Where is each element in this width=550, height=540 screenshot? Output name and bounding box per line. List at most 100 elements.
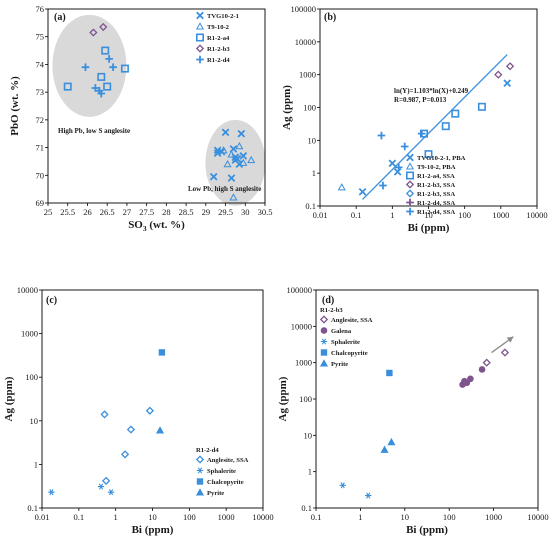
y-tick-label: 1	[312, 168, 316, 178]
legend-label: R1-2-a4	[207, 35, 230, 42]
x-tick-label: 30	[241, 207, 250, 217]
legend-marker	[195, 488, 205, 496]
x-tick-label: 10	[148, 512, 157, 522]
legend-label: R1-2-b3	[207, 46, 230, 53]
x-tick-label: 10000	[527, 512, 548, 522]
data-point	[467, 375, 474, 383]
plot-frame	[47, 8, 266, 204]
legend-label: TVG10-2-1	[207, 13, 239, 20]
x-tick-label: 29.5	[218, 207, 233, 217]
y-tick-label: 1	[34, 459, 38, 469]
x-tick-label: 0.01	[35, 512, 50, 522]
panel-label: (a)	[54, 12, 66, 23]
data-point	[126, 425, 136, 434]
legend-marker	[405, 189, 415, 198]
y-axis-label: PbO (wt. %)	[9, 76, 21, 136]
x-tick-label: 0.1	[311, 512, 322, 522]
legend-label: R1-2-d4, SSA	[417, 200, 455, 207]
y-tick-label: 69	[36, 198, 45, 208]
annotation-low-pb: Low Pb, high S anglesite	[188, 185, 261, 193]
y-tick-label: 75	[36, 32, 45, 42]
data-point	[505, 62, 515, 71]
data-point	[237, 129, 246, 138]
legend-marker	[406, 153, 414, 162]
x-tick-label: 1000	[218, 512, 235, 522]
data-point	[417, 129, 426, 138]
data-point	[477, 102, 486, 111]
y-tick-label: 100	[299, 394, 312, 404]
legend-label: R1-2-a4, SSA	[417, 173, 455, 180]
legend-label: R1-2-b3, SSA	[417, 191, 455, 198]
data-point	[339, 482, 346, 489]
y-tick-label: 10	[304, 430, 313, 440]
y-tick-label: 0.1	[301, 503, 312, 513]
data-point	[365, 492, 372, 499]
annotation-high-pb: High Pb, low S anglesite	[58, 127, 130, 135]
data-point	[99, 22, 108, 32]
data-point	[97, 72, 106, 81]
legend-title: R1-2-d4	[196, 447, 219, 454]
data-point	[400, 142, 409, 151]
x-tick-label: 0.01	[313, 210, 328, 220]
data-point	[494, 70, 503, 79]
legend-label: TVG10-2-1, PBA	[417, 155, 466, 162]
legend-marker	[195, 22, 205, 30]
legend: R1-2-d4 Anglesite, SSA Sphalerite Chalcopyr…	[195, 447, 249, 497]
data-point	[97, 483, 105, 490]
legend-label: R1-2-d4	[207, 57, 230, 64]
legend-label: Pyrite	[331, 361, 348, 368]
legend-marker	[196, 478, 204, 485]
legend: R1-2-b3 Anglesite, SSA Galena Sphalerite Cha…	[319, 307, 373, 368]
y-tick-label: 100	[25, 372, 38, 382]
data-point	[239, 152, 248, 160]
data-point	[478, 366, 486, 373]
y-tick-label: 100	[303, 103, 316, 113]
data-point	[158, 349, 166, 356]
y-tick-label: 71	[36, 143, 45, 153]
y-tick-label: 73	[36, 87, 45, 97]
legend: TVG10-2-1, PBA T9-10-2, PBA R1-2-a4, SSA R1…	[405, 153, 466, 216]
data-point	[227, 174, 236, 182]
y-tick-label: 1	[308, 467, 312, 477]
data-point	[221, 128, 230, 137]
legend-label: Chalcopyrite	[331, 350, 368, 357]
x-axis-label: Bi (ppm)	[132, 524, 174, 536]
y-tick-label: 100000	[291, 4, 317, 14]
x-tick-label: 29	[202, 207, 211, 217]
data-point	[337, 183, 346, 191]
legend-marker	[196, 55, 204, 64]
legend-marker	[320, 349, 328, 356]
panel-label: (c)	[46, 295, 57, 306]
data-point	[451, 109, 460, 118]
y-tick-label: 10000	[295, 37, 316, 47]
data-point	[377, 131, 386, 140]
data-point	[209, 172, 218, 181]
legend-label: R1-2-b3, SSA	[417, 182, 455, 189]
legend-marker	[406, 198, 414, 207]
panel-label: (b)	[324, 12, 336, 23]
x-axis-label: SO3 (wt. %)	[128, 219, 185, 233]
y-axis-label: Ag (ppm)	[3, 376, 15, 421]
legend-marker	[319, 315, 329, 324]
data-point	[227, 150, 236, 158]
legend-marker	[195, 44, 205, 53]
legend-title: R1-2-b3	[320, 307, 343, 314]
data-point	[229, 193, 238, 201]
y-tick-label: 1000	[295, 358, 312, 368]
data-point	[97, 89, 106, 98]
y-tick-label: 10	[308, 135, 317, 145]
y-tick-label: 1000	[21, 329, 38, 339]
x-tick-label: 25.5	[60, 207, 75, 217]
y-tick-label: 72	[36, 115, 45, 125]
trend-arrow-head	[506, 336, 514, 343]
x-tick-label: 1	[390, 210, 394, 220]
legend-label: T9-10-2	[207, 24, 230, 31]
y-tick-label: 10000	[291, 321, 312, 331]
legend-label: Galena	[331, 328, 352, 335]
legend-label: Pyrite	[207, 490, 224, 497]
x-axis-label: Bi (ppm)	[408, 222, 450, 234]
data-point	[358, 188, 367, 196]
fit-line	[362, 54, 508, 200]
legend-marker	[406, 207, 414, 216]
x-tick-label: 1000	[492, 210, 509, 220]
